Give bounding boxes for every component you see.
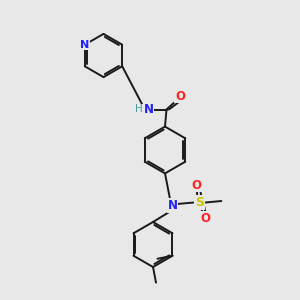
Text: N: N: [80, 40, 89, 50]
Text: S: S: [195, 196, 204, 209]
Text: O: O: [200, 212, 211, 225]
Text: O: O: [175, 89, 185, 103]
Text: N: N: [143, 103, 154, 116]
Text: O: O: [191, 179, 202, 192]
Text: H: H: [135, 104, 142, 115]
Text: N: N: [167, 199, 178, 212]
